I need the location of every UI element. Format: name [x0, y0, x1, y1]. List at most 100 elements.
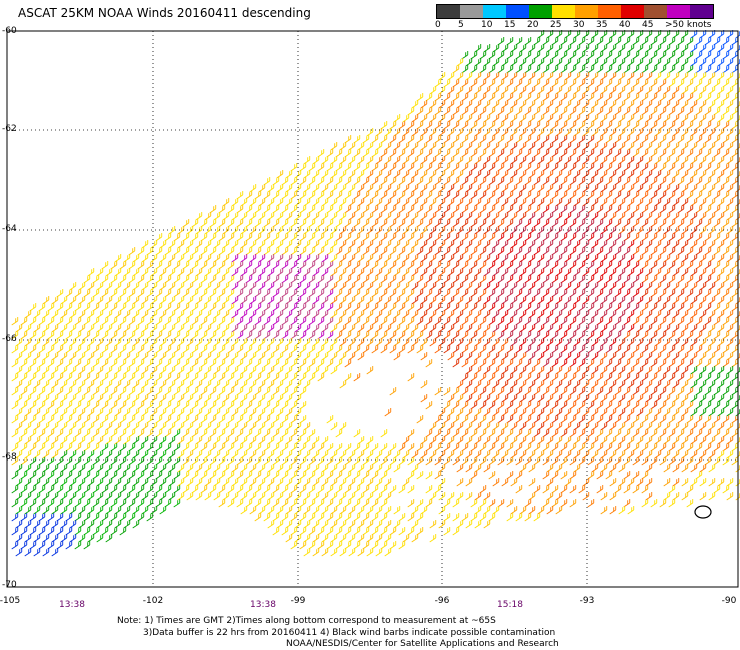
wind-barb — [632, 121, 640, 130]
wind-barb — [560, 233, 568, 242]
wind-barb — [596, 471, 604, 480]
wind-barb — [303, 240, 311, 249]
wind-barb — [672, 310, 680, 319]
wind-barb — [213, 240, 221, 249]
wind-barb — [290, 345, 298, 354]
wind-barb — [699, 436, 707, 445]
wind-barb — [42, 394, 50, 403]
wind-barb — [488, 219, 496, 228]
wind-barb — [690, 324, 698, 333]
wind-barb — [254, 513, 262, 522]
wind-barb — [519, 338, 527, 347]
wind-barb — [281, 415, 289, 424]
wind-barb — [204, 226, 212, 235]
wind-barb — [650, 261, 658, 270]
wind-barb — [447, 254, 455, 263]
wind-barb — [398, 457, 406, 466]
wind-barb — [132, 506, 140, 515]
wind-barb — [470, 93, 478, 102]
wind-barb — [272, 457, 280, 466]
wind-barb — [722, 51, 730, 60]
wind-barb — [353, 513, 361, 522]
wind-barb — [645, 142, 653, 151]
wind-barb — [488, 93, 496, 102]
wind-barb — [564, 296, 572, 305]
wind-barb — [569, 415, 577, 424]
wind-barb — [726, 310, 734, 319]
wind-barb — [344, 485, 352, 494]
wind-barb — [78, 436, 86, 445]
wind-barb — [357, 520, 365, 529]
wind-barb — [506, 107, 514, 116]
wind-barb — [51, 380, 59, 389]
wind-barb — [195, 366, 203, 375]
wind-barb — [51, 548, 59, 557]
wind-barb — [677, 79, 685, 88]
wind-barb — [11, 527, 19, 536]
wind-barb — [312, 534, 320, 543]
wind-barb — [479, 65, 487, 74]
wind-barb — [420, 324, 428, 333]
wind-barb — [245, 443, 253, 452]
wind-barb — [704, 387, 712, 396]
wind-barb — [209, 471, 217, 480]
wind-barb — [330, 366, 338, 375]
wind-barb — [591, 184, 599, 193]
wind-barb — [146, 345, 154, 354]
wind-barb — [609, 492, 617, 501]
wind-barb — [632, 205, 640, 214]
wind-barb — [200, 219, 208, 228]
wind-barb — [267, 324, 275, 333]
wind-barb — [533, 317, 541, 326]
wind-barb — [569, 289, 577, 298]
wind-barb — [542, 65, 550, 74]
wind-barb — [308, 233, 316, 242]
wind-barb — [731, 415, 739, 424]
wind-barb — [60, 352, 68, 361]
wind-barb — [263, 289, 271, 298]
wind-barb — [641, 79, 649, 88]
wind-barb — [501, 450, 509, 459]
wind-barb — [623, 317, 631, 326]
wind-barb — [420, 506, 428, 515]
wind-barb — [632, 387, 640, 396]
wind-barb — [438, 128, 446, 137]
wind-barb — [578, 401, 586, 410]
wind-barb — [600, 296, 608, 305]
wind-barb — [546, 184, 554, 193]
wind-barb — [344, 289, 352, 298]
wind-barb — [137, 261, 145, 270]
wind-barb — [294, 268, 302, 277]
wind-barb — [231, 226, 239, 235]
wind-barb — [699, 198, 707, 207]
wind-barb — [51, 520, 59, 529]
wind-barb — [443, 457, 451, 466]
wind-barb — [546, 296, 554, 305]
wind-barb — [510, 254, 518, 263]
wind-barb — [717, 254, 725, 263]
wind-barb — [465, 226, 473, 235]
wind-barb — [339, 520, 347, 529]
wind-barb — [654, 450, 662, 459]
wind-barb — [105, 450, 113, 459]
wind-barb — [677, 261, 685, 270]
wind-barb — [726, 100, 734, 109]
wind-barb — [380, 457, 388, 466]
wind-barb — [407, 429, 415, 438]
wind-barb — [249, 282, 257, 291]
wind-barb — [195, 492, 203, 501]
wind-barb — [546, 86, 554, 95]
wind-barb — [326, 275, 334, 284]
wind-barb — [519, 352, 527, 361]
wind-barb — [236, 345, 244, 354]
wind-barb — [11, 443, 19, 452]
wind-barb — [164, 499, 172, 508]
wind-barb — [438, 296, 446, 305]
wind-barb — [339, 156, 347, 165]
wind-barb — [555, 156, 563, 165]
wind-barb — [672, 450, 680, 459]
wind-barb — [582, 114, 590, 123]
wind-barb — [506, 457, 514, 466]
wind-barb — [537, 198, 545, 207]
wind-barb — [263, 471, 271, 480]
